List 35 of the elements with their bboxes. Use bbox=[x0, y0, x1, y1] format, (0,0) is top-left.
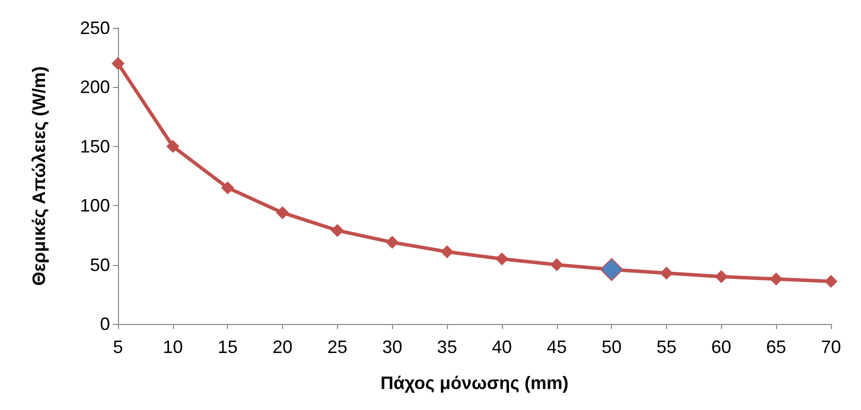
point bbox=[166, 140, 180, 153]
x-tick-label: 10 bbox=[162, 337, 183, 357]
y-tick-label: 200 bbox=[80, 77, 110, 98]
point bbox=[714, 270, 728, 284]
point bbox=[330, 224, 344, 237]
x-tick-label: 40 bbox=[492, 337, 512, 357]
point bbox=[440, 245, 454, 258]
point bbox=[386, 236, 399, 249]
x-tick-label: 35 bbox=[437, 337, 458, 357]
x-tick-label: 15 bbox=[218, 337, 238, 357]
point bbox=[770, 272, 783, 286]
point bbox=[276, 206, 290, 220]
point bbox=[824, 274, 838, 288]
y-tick-label: 50 bbox=[90, 254, 110, 275]
y-tick-label: 150 bbox=[80, 136, 110, 156]
x-tick-label: 20 bbox=[272, 337, 293, 357]
x-tick-label: 30 bbox=[382, 337, 402, 357]
point bbox=[112, 57, 124, 70]
y-tick-label: 0 bbox=[100, 314, 110, 334]
x-tick-label: 25 bbox=[327, 337, 348, 357]
point bbox=[495, 252, 508, 266]
point bbox=[660, 266, 673, 280]
x-tick-label: 50 bbox=[602, 337, 622, 357]
y-tick-label: 250 bbox=[80, 18, 110, 38]
x-axis-title: Πάχος μόνωσης (mm) bbox=[380, 373, 569, 393]
point bbox=[550, 258, 564, 272]
x-tick-label: 55 bbox=[656, 337, 676, 357]
point bbox=[221, 181, 234, 194]
y-axis-title: Θερμικές Απώλειες (W/m) bbox=[29, 66, 49, 286]
y-tick-label: 100 bbox=[80, 196, 110, 216]
x-tick-label: 60 bbox=[711, 337, 732, 357]
x-tick-label: 65 bbox=[766, 337, 786, 357]
x-tick-label: 45 bbox=[546, 337, 567, 357]
x-tick-label: 5 bbox=[112, 337, 124, 357]
x-tick-label: 70 bbox=[820, 337, 842, 357]
